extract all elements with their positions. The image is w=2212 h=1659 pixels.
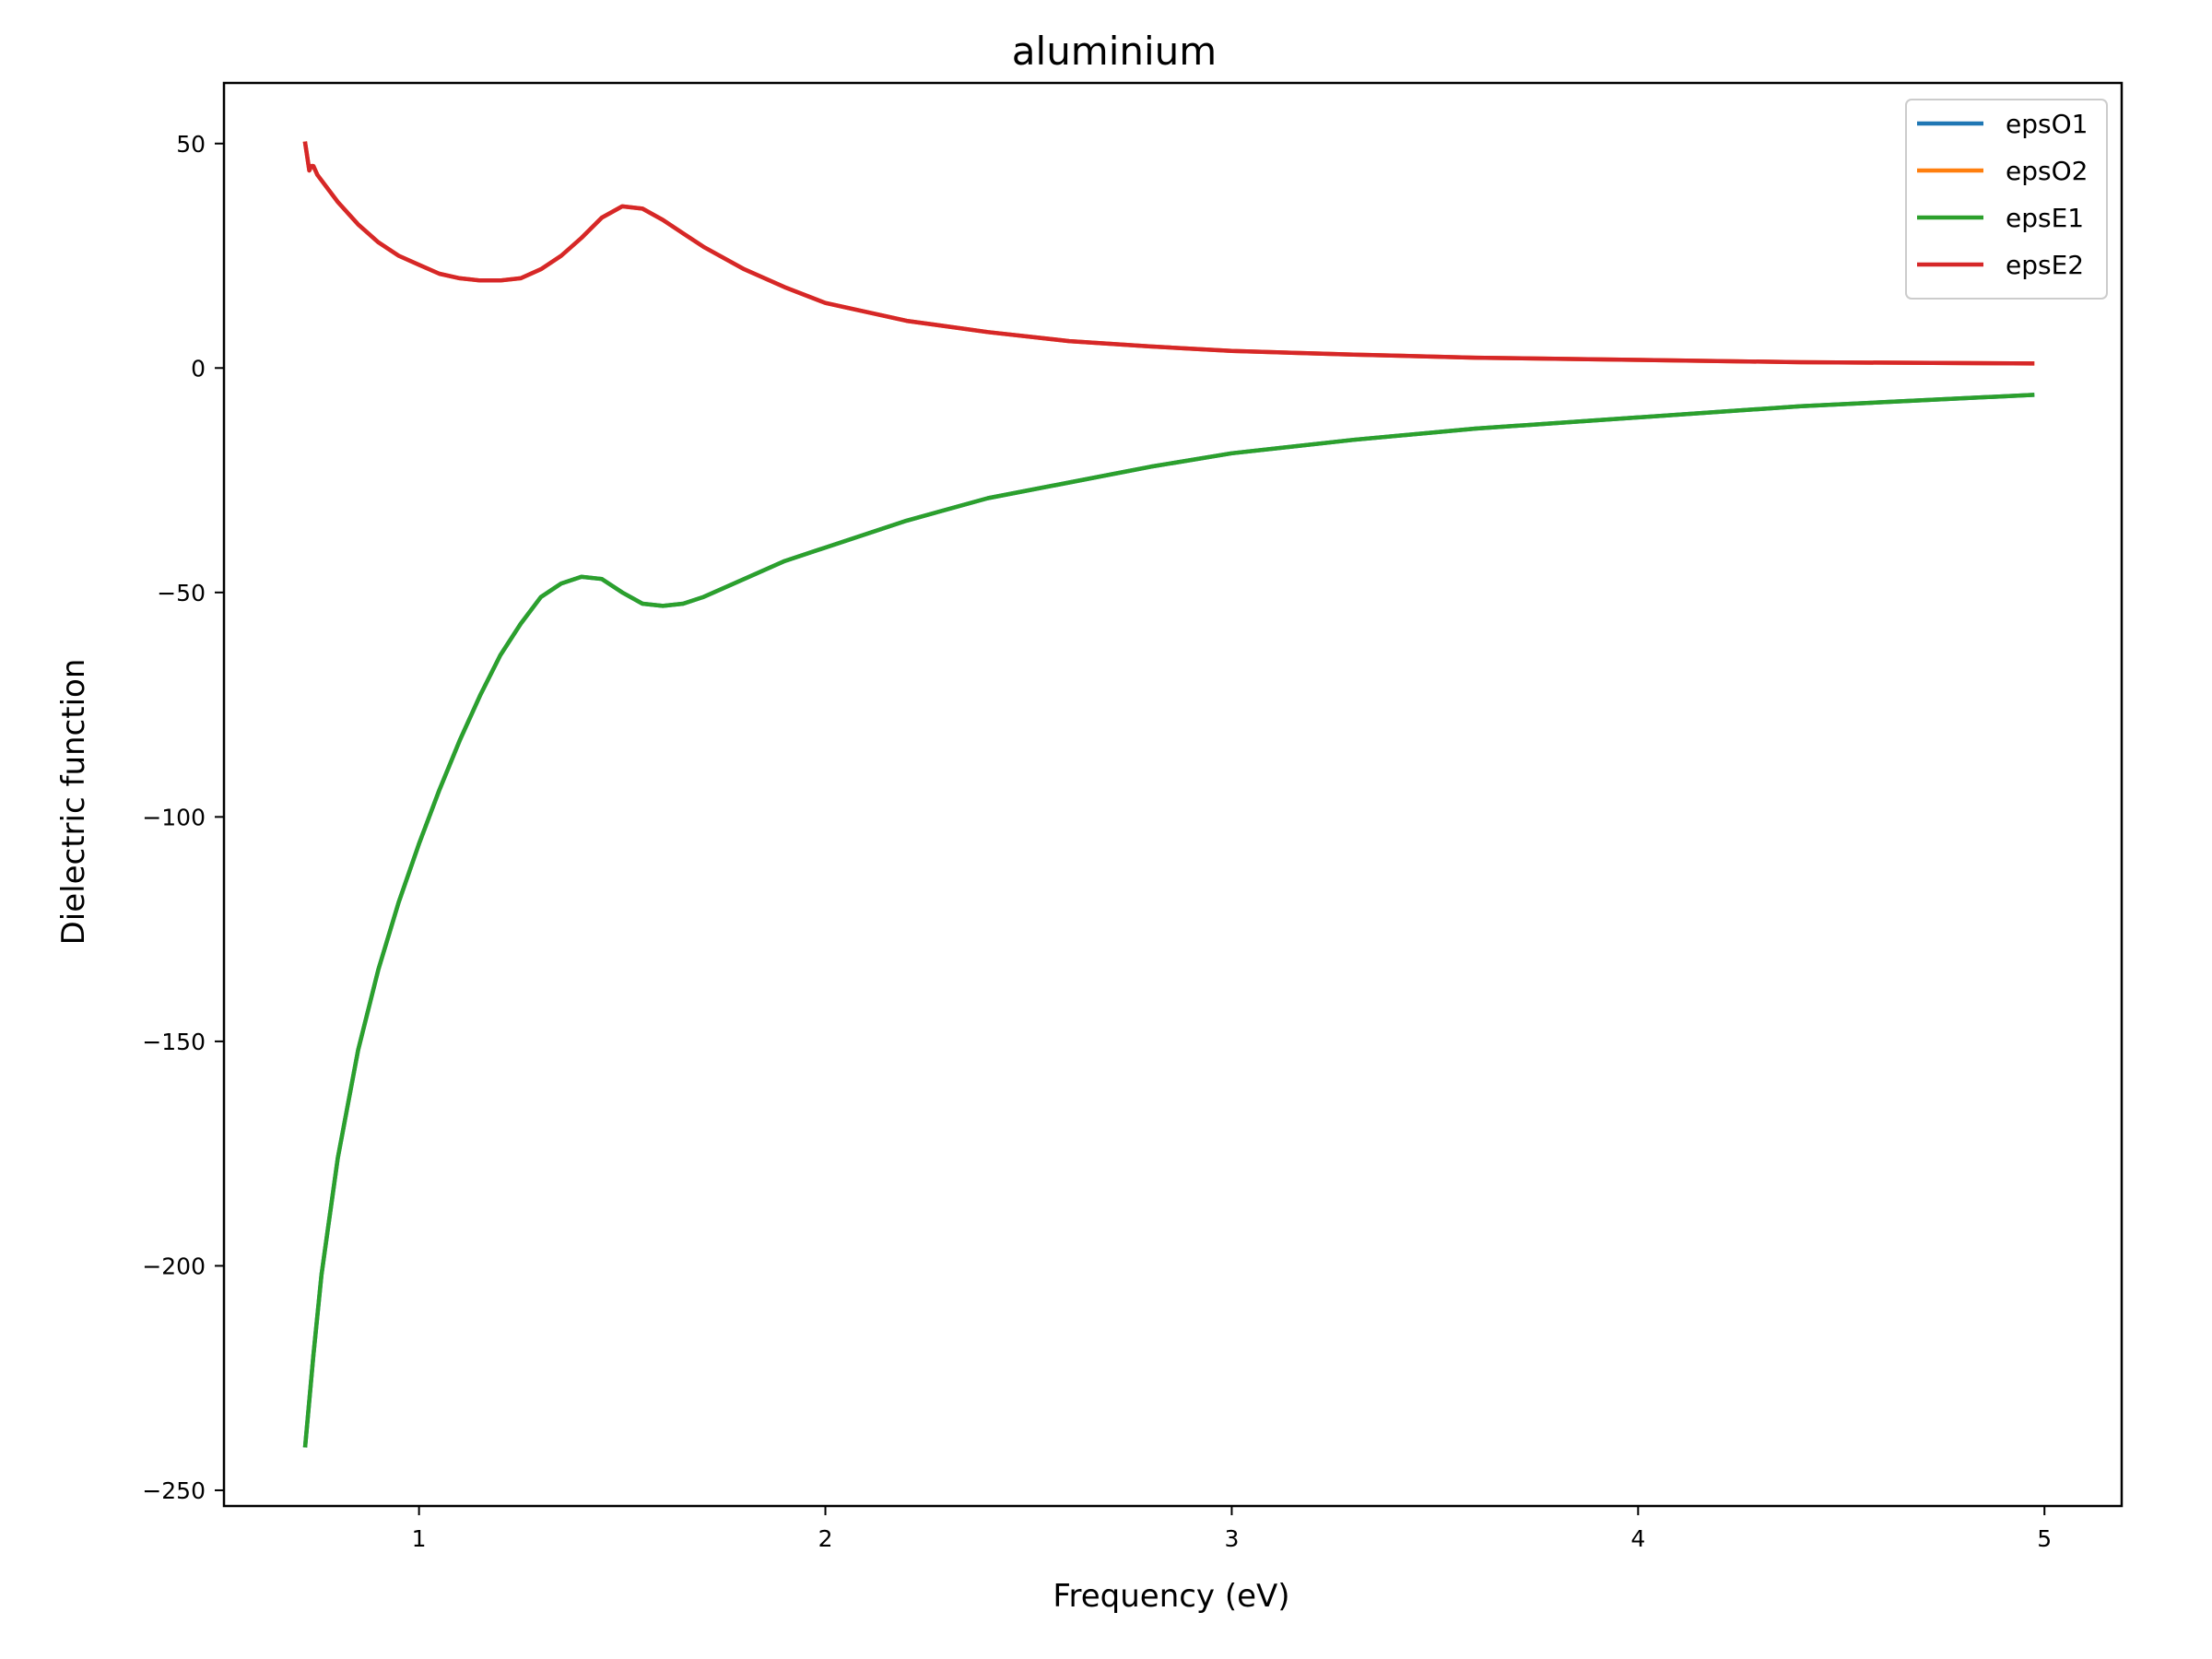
series-layer [302, 141, 2035, 1448]
y-tick-label: −100 [142, 804, 206, 830]
y-tick-label: 0 [191, 355, 206, 382]
legend-label-epsO1: epsO1 [2006, 109, 2088, 139]
chart-title: aluminium [1012, 29, 1217, 74]
y-axis-title: Dielectric function [55, 659, 92, 946]
y-tick-label: −250 [142, 1477, 206, 1504]
y-tick-label: −150 [142, 1029, 206, 1055]
legend-label-epsE2: epsE2 [2006, 250, 2084, 280]
x-tick-label: 5 [2037, 1525, 2052, 1552]
x-axis: 1 2 3 4 5 [412, 1506, 2052, 1552]
x-tick-label: 3 [1224, 1525, 1239, 1552]
legend: epsO1 epsO2 epsE1 epsE2 [1905, 99, 2108, 300]
y-tick-label: −200 [142, 1253, 206, 1279]
x-tick-label: 1 [412, 1525, 427, 1552]
legend-label-epsO2: epsO2 [2006, 156, 2088, 186]
legend-box [1905, 99, 2108, 300]
y-tick-label: −50 [157, 580, 206, 606]
x-axis-title: Frequency (eV) [1053, 1578, 1289, 1615]
y-axis: 50 0 −50 −100 −150 −200 −250 [142, 131, 224, 1504]
plot-frame [222, 81, 2124, 1508]
y-tick-label: 50 [176, 131, 206, 158]
x-tick-label: 2 [818, 1525, 833, 1552]
x-tick-label: 4 [1630, 1525, 1645, 1552]
series-line-epsE1 [302, 393, 2035, 1448]
series-line-epsE2 [302, 141, 2035, 366]
legend-label-epsE1: epsE1 [2006, 203, 2084, 233]
